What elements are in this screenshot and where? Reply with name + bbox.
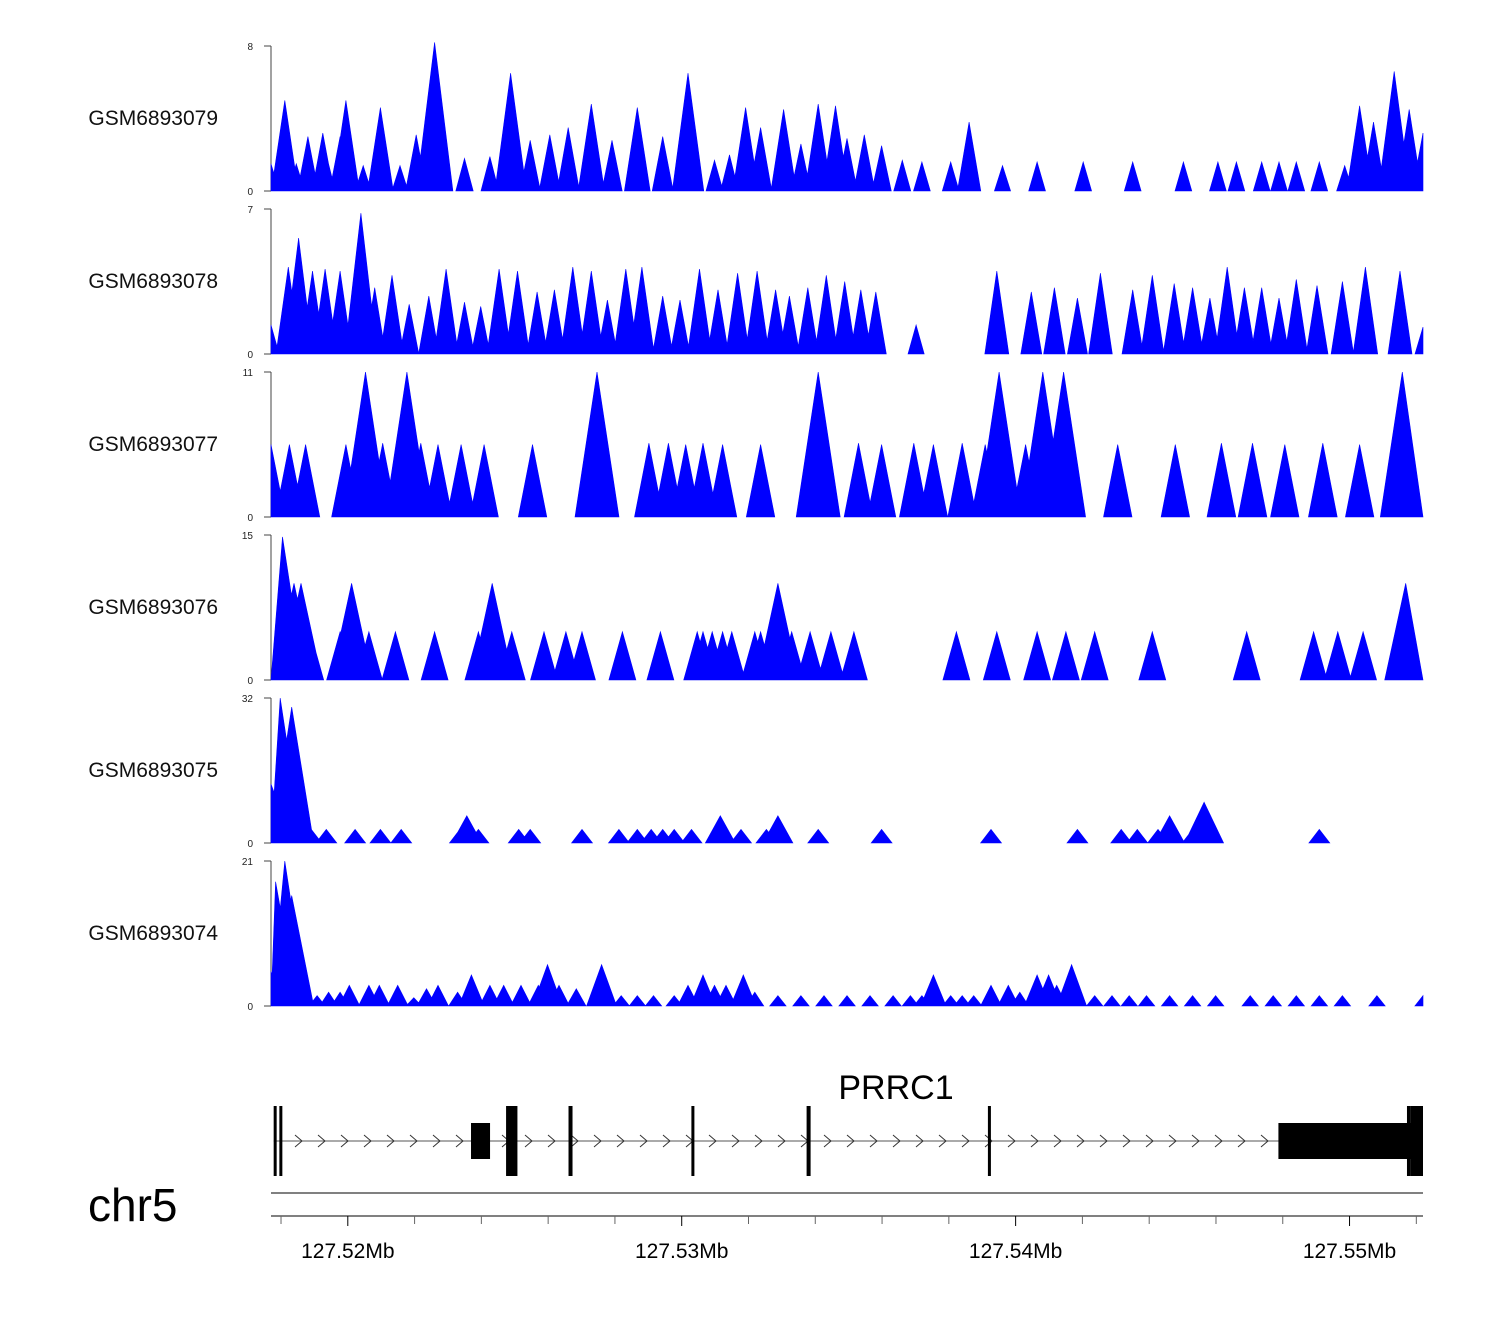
y-tick-label-max: 7 xyxy=(247,205,253,216)
y-tick-label-max: 11 xyxy=(243,368,254,379)
coverage-area xyxy=(270,860,1424,1007)
chromosome-label: chr5 xyxy=(88,1179,178,1231)
y-tick-label-max: 21 xyxy=(242,857,254,868)
track-label: GSM6893076 xyxy=(88,595,218,619)
gene-exon xyxy=(471,1123,491,1159)
gene-exon xyxy=(1410,1106,1423,1176)
gene-exon xyxy=(273,1106,277,1176)
y-tick-label-max: 32 xyxy=(242,694,254,705)
y-tick-label-min: 0 xyxy=(247,1002,253,1013)
y-tick-label-max: 15 xyxy=(242,531,254,542)
y-tick-label-min: 0 xyxy=(247,350,253,361)
y-tick-label-min: 0 xyxy=(247,513,253,524)
y-tick-label-min: 0 xyxy=(247,839,253,850)
track-label: GSM6893075 xyxy=(88,758,218,782)
track-label: GSM6893078 xyxy=(88,269,218,293)
coverage-area xyxy=(270,536,1424,681)
gene-exon xyxy=(506,1106,518,1176)
gene-exon xyxy=(806,1106,811,1176)
x-tick-label: 127.54Mb xyxy=(969,1240,1062,1263)
coverage-area xyxy=(270,42,1424,192)
gene-exon xyxy=(568,1106,573,1176)
coverage-area xyxy=(270,213,1424,355)
gene-name-label: PRRC1 xyxy=(838,1069,953,1107)
gene-exon xyxy=(279,1106,283,1176)
x-tick-label: 127.55Mb xyxy=(1303,1240,1396,1263)
x-tick-label: 127.53Mb xyxy=(635,1240,728,1263)
gene-exon xyxy=(691,1106,695,1176)
track-label: GSM6893074 xyxy=(88,921,218,945)
gene-exon xyxy=(1278,1123,1417,1159)
gene-exon xyxy=(1406,1106,1411,1176)
y-tick-label-min: 0 xyxy=(247,676,253,687)
y-tick-label-min: 0 xyxy=(247,187,253,198)
track-label: GSM6893079 xyxy=(88,106,218,130)
gene-exon xyxy=(987,1106,991,1176)
coverage-area xyxy=(270,697,1331,844)
y-tick-label-max: 8 xyxy=(247,42,253,53)
x-tick-label: 127.52Mb xyxy=(301,1240,394,1263)
coverage-area xyxy=(270,371,1424,518)
track-label: GSM6893077 xyxy=(88,432,218,456)
